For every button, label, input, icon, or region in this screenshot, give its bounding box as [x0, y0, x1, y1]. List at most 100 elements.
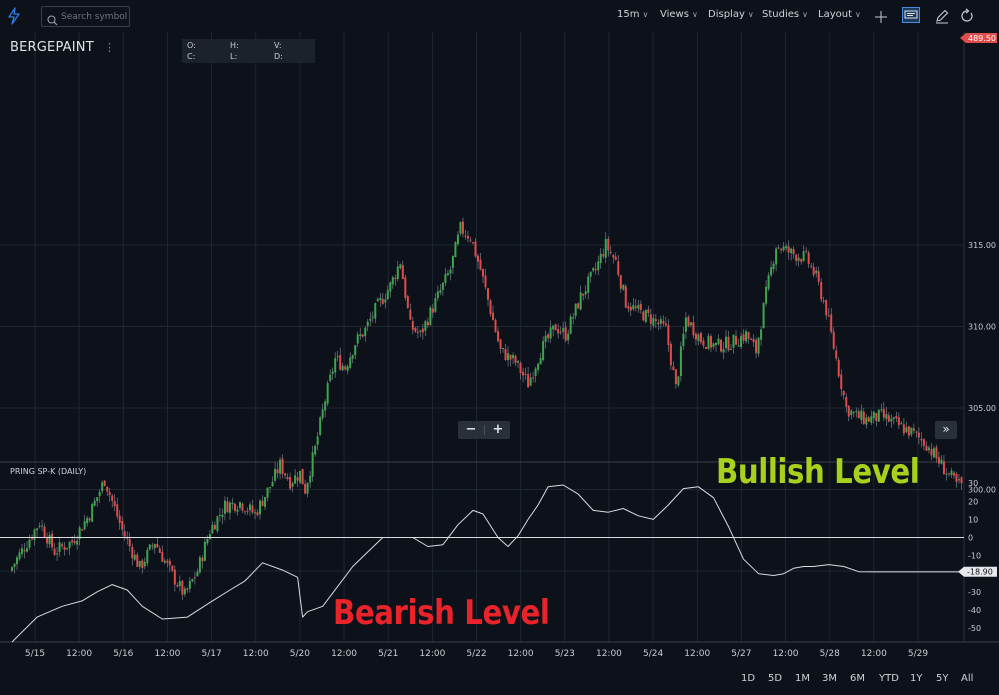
- candle-body: [770, 267, 773, 276]
- chevron-down-icon: ∨: [642, 10, 649, 19]
- candle-body: [940, 459, 943, 464]
- candle-body: [311, 452, 314, 477]
- candle-body: [717, 338, 720, 345]
- candle-body: [188, 580, 191, 589]
- search-box[interactable]: [41, 6, 130, 27]
- timeframe-5d[interactable]: 5D: [768, 673, 783, 684]
- candle-body: [532, 377, 535, 379]
- osc-tick-label: 10: [968, 515, 978, 524]
- candle-body: [502, 347, 505, 349]
- timeframe-5y[interactable]: 5Y: [936, 673, 949, 684]
- layout-label: Layout: [818, 9, 852, 20]
- interval-menu[interactable]: 15m ∨: [617, 9, 648, 20]
- candle-body: [684, 317, 687, 332]
- candle-body: [196, 571, 199, 577]
- osc-tick-label: -50: [968, 624, 981, 633]
- candle-body: [469, 239, 472, 241]
- symbol-title[interactable]: BERGEPAINT: [10, 40, 94, 55]
- studies-menu[interactable]: Studies ∨: [762, 9, 808, 20]
- pencil-icon[interactable]: [934, 8, 950, 28]
- candle-body: [401, 265, 404, 280]
- candle-body: [371, 316, 374, 318]
- timeframe-6m[interactable]: 6M: [850, 673, 865, 684]
- crosshair-icon[interactable]: [874, 9, 888, 28]
- timeframe-1y[interactable]: 1Y: [910, 673, 923, 684]
- timeframe-1m[interactable]: 1M: [795, 673, 810, 684]
- chevron-down-icon: ∨: [855, 10, 861, 19]
- candle-body: [512, 354, 515, 359]
- candle-body: [629, 306, 632, 311]
- layout-menu[interactable]: Layout ∨: [818, 9, 861, 20]
- candle-body: [351, 355, 354, 359]
- candle-body: [514, 356, 517, 363]
- timeframe-all[interactable]: All: [961, 673, 974, 684]
- candle-body: [609, 251, 612, 254]
- timeframe-3m[interactable]: 3M: [822, 673, 837, 684]
- candle-body: [359, 334, 362, 336]
- candle-body: [148, 544, 151, 550]
- indicator-label[interactable]: PRING SP-K (DAILY): [10, 467, 87, 476]
- refresh-icon[interactable]: [960, 8, 974, 27]
- time-tick-label: 12:00: [773, 649, 799, 659]
- candle-body: [820, 282, 823, 300]
- candle-body: [699, 332, 702, 343]
- candle-body: [509, 354, 512, 360]
- candle-body: [845, 397, 848, 407]
- candle-body: [780, 248, 783, 251]
- candle-body: [542, 341, 545, 360]
- candle-body: [524, 373, 527, 375]
- candle-body: [960, 477, 963, 484]
- candle-body: [474, 241, 477, 257]
- candle-body: [98, 491, 101, 497]
- candle-body: [642, 311, 645, 321]
- zoom-in-button[interactable]: +: [492, 422, 504, 437]
- candle-body: [800, 259, 803, 262]
- candle-body: [664, 323, 667, 326]
- views-label: Views: [660, 9, 689, 20]
- candle-body: [321, 409, 324, 419]
- candle-body: [714, 342, 717, 346]
- candle-body: [434, 298, 437, 312]
- candle-body: [133, 554, 136, 560]
- candle-body: [582, 293, 585, 296]
- candle-body: [86, 517, 89, 524]
- oscillator-line: [11, 484, 964, 643]
- display-menu[interactable]: Display ∨: [708, 9, 754, 20]
- candle-body: [284, 473, 287, 476]
- chevron-down-icon: ∨: [802, 10, 808, 19]
- comment-icon[interactable]: [902, 7, 920, 27]
- candle-body: [950, 470, 953, 475]
- candle-body: [261, 500, 264, 506]
- more-vertical-icon[interactable]: ⋮: [104, 41, 115, 54]
- candle-body: [832, 331, 835, 349]
- candle-body: [877, 409, 880, 422]
- candle-body: [93, 500, 96, 506]
- candle-body: [775, 248, 778, 265]
- candle-body: [451, 255, 454, 268]
- candle-body: [113, 500, 116, 507]
- zoom-out-button[interactable]: −: [465, 422, 477, 437]
- candle-body: [892, 417, 895, 420]
- timeframe-1d[interactable]: 1D: [741, 673, 756, 684]
- candle-body: [331, 371, 334, 374]
- candle-body: [108, 492, 111, 496]
- time-tick-label: 5/16: [113, 649, 133, 659]
- candle-body: [757, 337, 760, 354]
- candle-body: [349, 357, 352, 368]
- candle-body: [639, 303, 642, 310]
- candle-body: [221, 514, 224, 517]
- candle-body: [489, 300, 492, 315]
- candle-body: [669, 343, 672, 366]
- lightning-icon[interactable]: [6, 7, 22, 29]
- views-menu[interactable]: Views ∨: [660, 9, 698, 20]
- candle-body: [797, 257, 800, 261]
- time-tick-label: 5/24: [643, 649, 663, 659]
- candle-body: [760, 329, 763, 340]
- candle-body: [900, 423, 903, 425]
- scroll-to-end-button[interactable]: »: [935, 421, 957, 439]
- search-input[interactable]: [61, 10, 127, 24]
- timeframe-ytd[interactable]: YTD: [879, 673, 899, 684]
- candle-body: [895, 415, 898, 419]
- candle-body: [241, 503, 244, 511]
